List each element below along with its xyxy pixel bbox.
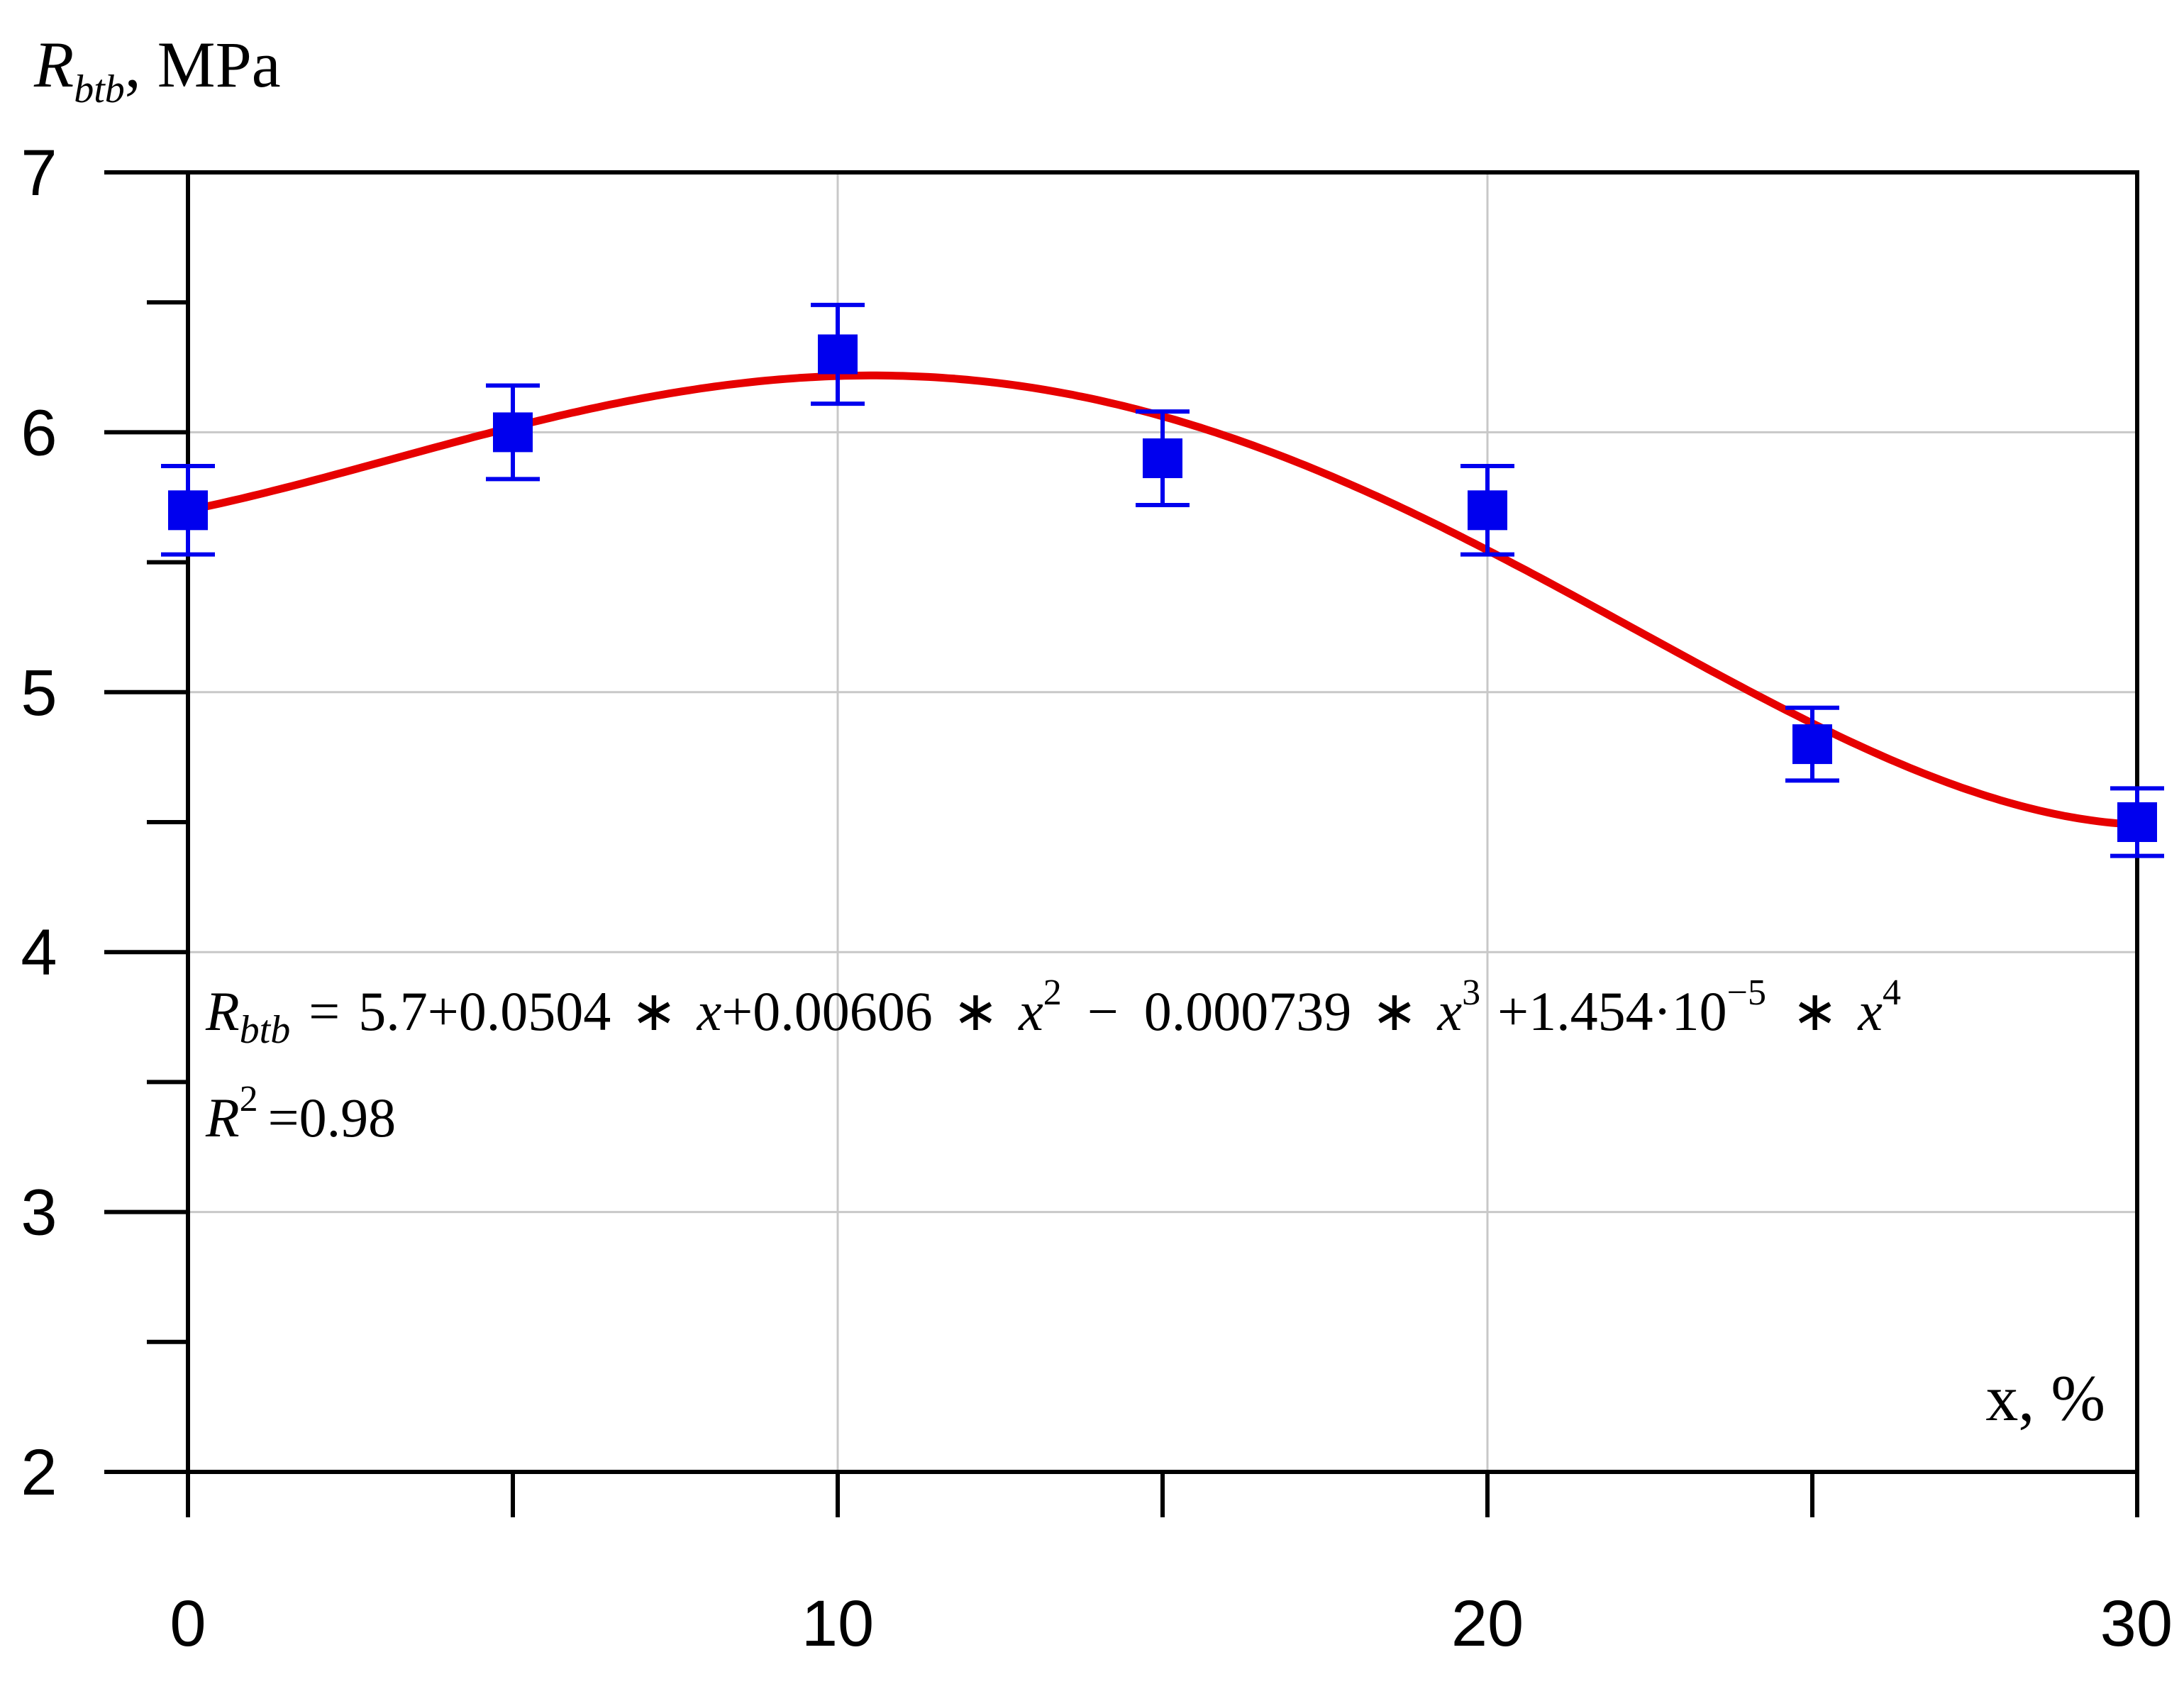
y-tick-labels: 2 3 4 5 6 7: [21, 137, 57, 1509]
x-tick-label: 20: [1451, 1588, 1524, 1660]
data-point-group: [1460, 464, 1514, 557]
data-points: [161, 302, 2164, 858]
r-squared: R2 =0.98: [205, 1079, 396, 1148]
y-tick-label: 5: [21, 657, 57, 729]
data-point: [1468, 490, 1507, 531]
data-point-group: [811, 302, 865, 406]
data-point: [1143, 438, 1182, 479]
y-tick-label: 3: [21, 1177, 57, 1249]
data-point: [818, 334, 858, 375]
data-point-group: [1785, 705, 1839, 783]
y-axis-label: Rbtb, MPa: [33, 28, 281, 111]
y-tick-label: 4: [21, 916, 57, 989]
fit-equation: Rbtb = 5.7+0.0504 ∗ x+0.00606 ∗ x2−0.000739 ∗ x3…: [205, 973, 1901, 1052]
data-point-group: [486, 383, 540, 482]
x-tick-label: 0: [170, 1588, 206, 1660]
data-point-group: [161, 464, 215, 557]
y-tick-label: 7: [21, 137, 57, 209]
x-tick-label: 10: [802, 1588, 874, 1660]
data-point-group: [1136, 409, 1190, 507]
data-point: [168, 490, 208, 531]
y-tick-label: 2: [21, 1436, 57, 1509]
y-tick-label: 6: [21, 397, 57, 469]
data-point: [1792, 724, 1832, 765]
x-axis-label: x, %: [1985, 1362, 2105, 1434]
x-tick-labels: 0 10 20 30: [170, 1588, 2173, 1660]
data-point: [493, 412, 533, 453]
data-point-group: [2110, 786, 2164, 858]
data-point: [2117, 802, 2157, 842]
x-tick-label: 30: [2100, 1588, 2173, 1660]
ticks: [104, 170, 2139, 1517]
